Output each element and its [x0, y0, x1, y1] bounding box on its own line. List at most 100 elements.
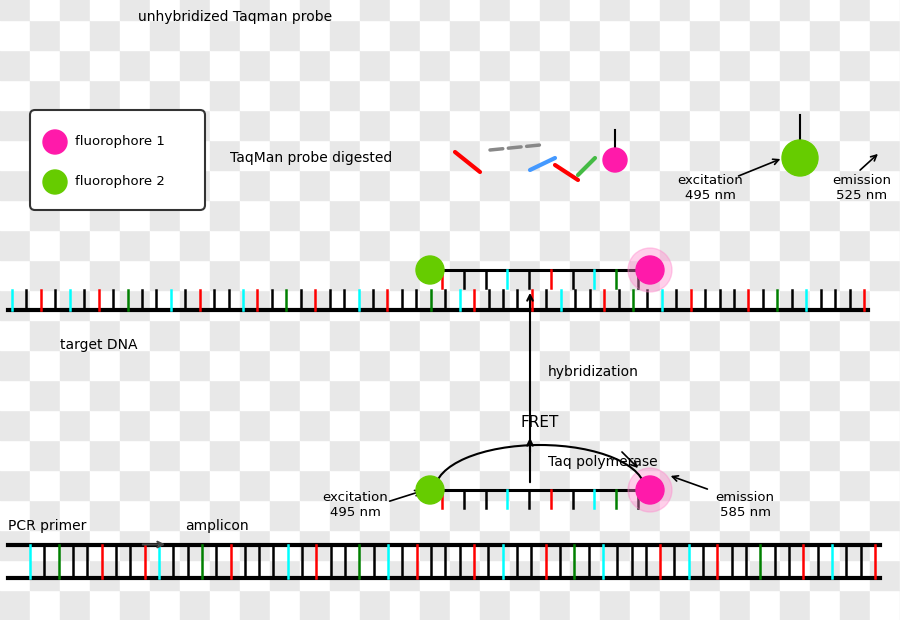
Bar: [300, 380, 330, 410]
Bar: [30, 350, 60, 380]
Bar: [480, 0, 510, 20]
Bar: [270, 500, 300, 530]
Bar: [570, 500, 600, 530]
Bar: [540, 230, 570, 260]
Bar: [480, 410, 510, 440]
Bar: [450, 380, 480, 410]
Bar: [360, 50, 390, 80]
Bar: [30, 320, 60, 350]
Bar: [600, 350, 630, 380]
Bar: [780, 80, 810, 110]
Bar: [780, 290, 810, 320]
Bar: [150, 20, 180, 50]
Bar: [750, 230, 780, 260]
Bar: [510, 50, 540, 80]
Bar: [360, 440, 390, 470]
Bar: [510, 470, 540, 500]
Bar: [180, 290, 210, 320]
Bar: [600, 80, 630, 110]
Bar: [780, 110, 810, 140]
Bar: [330, 140, 360, 170]
Bar: [330, 170, 360, 200]
Bar: [390, 380, 420, 410]
Bar: [450, 290, 480, 320]
Circle shape: [628, 248, 672, 292]
Bar: [450, 500, 480, 530]
Bar: [450, 80, 480, 110]
Bar: [450, 440, 480, 470]
Bar: [810, 470, 840, 500]
Bar: [90, 50, 120, 80]
Bar: [150, 80, 180, 110]
Bar: [90, 200, 120, 230]
Bar: [630, 530, 660, 560]
Bar: [780, 230, 810, 260]
Bar: [660, 410, 690, 440]
Bar: [870, 140, 900, 170]
Bar: [60, 230, 90, 260]
Bar: [480, 20, 510, 50]
Bar: [300, 50, 330, 80]
Bar: [30, 0, 60, 20]
Bar: [120, 350, 150, 380]
Bar: [210, 20, 240, 50]
Bar: [870, 200, 900, 230]
Bar: [330, 350, 360, 380]
Text: hybridization: hybridization: [548, 365, 639, 379]
Bar: [870, 500, 900, 530]
Bar: [690, 380, 720, 410]
Bar: [300, 500, 330, 530]
Bar: [330, 20, 360, 50]
Bar: [480, 170, 510, 200]
Bar: [180, 530, 210, 560]
Bar: [270, 170, 300, 200]
Bar: [240, 170, 270, 200]
Bar: [90, 290, 120, 320]
Bar: [60, 410, 90, 440]
Bar: [360, 320, 390, 350]
Bar: [720, 20, 750, 50]
Bar: [420, 230, 450, 260]
Bar: [840, 320, 870, 350]
Bar: [300, 350, 330, 380]
Bar: [360, 140, 390, 170]
Bar: [600, 380, 630, 410]
Bar: [390, 530, 420, 560]
Bar: [30, 500, 60, 530]
Bar: [360, 380, 390, 410]
Bar: [420, 500, 450, 530]
Bar: [660, 350, 690, 380]
Bar: [390, 590, 420, 620]
Bar: [30, 380, 60, 410]
Bar: [780, 260, 810, 290]
Bar: [390, 110, 420, 140]
Bar: [540, 200, 570, 230]
Bar: [270, 20, 300, 50]
Bar: [840, 50, 870, 80]
Bar: [450, 110, 480, 140]
Bar: [630, 20, 660, 50]
Bar: [90, 20, 120, 50]
Bar: [210, 530, 240, 560]
Bar: [720, 590, 750, 620]
Bar: [360, 170, 390, 200]
Bar: [150, 170, 180, 200]
Bar: [840, 350, 870, 380]
Bar: [840, 530, 870, 560]
Bar: [420, 530, 450, 560]
Bar: [720, 0, 750, 20]
Bar: [630, 200, 660, 230]
Bar: [360, 290, 390, 320]
Bar: [360, 260, 390, 290]
Bar: [450, 0, 480, 20]
Bar: [630, 110, 660, 140]
Bar: [450, 560, 480, 590]
Bar: [240, 470, 270, 500]
Bar: [270, 200, 300, 230]
Bar: [420, 320, 450, 350]
Bar: [480, 470, 510, 500]
Bar: [810, 260, 840, 290]
Bar: [600, 560, 630, 590]
Bar: [720, 410, 750, 440]
Bar: [540, 470, 570, 500]
